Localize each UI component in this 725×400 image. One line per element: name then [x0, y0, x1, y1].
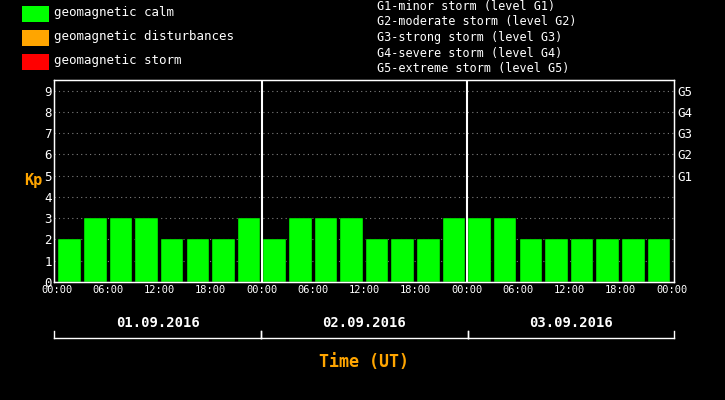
Bar [136, 218, 158, 282]
Bar [597, 240, 619, 282]
Text: geomagnetic calm: geomagnetic calm [54, 6, 175, 19]
Text: G5-extreme storm (level G5): G5-extreme storm (level G5) [377, 62, 569, 75]
Bar [340, 218, 362, 282]
Text: G1-minor storm (level G1): G1-minor storm (level G1) [377, 0, 555, 13]
Bar [315, 218, 337, 282]
Bar [289, 218, 312, 282]
Bar [22, 30, 49, 46]
Bar [571, 240, 593, 282]
Y-axis label: Kp: Kp [24, 174, 42, 188]
Bar [468, 218, 491, 282]
Bar [366, 240, 389, 282]
Bar [520, 240, 542, 282]
Bar [545, 240, 568, 282]
Bar [22, 6, 49, 22]
Text: 02.09.2016: 02.09.2016 [323, 316, 406, 330]
Bar [22, 54, 49, 70]
Bar [263, 240, 286, 282]
Bar [212, 240, 235, 282]
Text: G4-severe storm (level G4): G4-severe storm (level G4) [377, 47, 563, 60]
Text: 01.09.2016: 01.09.2016 [116, 316, 199, 330]
Bar [647, 240, 670, 282]
Bar [443, 218, 465, 282]
Bar [186, 240, 209, 282]
Bar [622, 240, 645, 282]
Bar [161, 240, 183, 282]
Bar [84, 218, 107, 282]
Text: G3-strong storm (level G3): G3-strong storm (level G3) [377, 31, 563, 44]
Bar [109, 218, 132, 282]
Text: 03.09.2016: 03.09.2016 [529, 316, 613, 330]
Bar [59, 240, 81, 282]
Text: geomagnetic storm: geomagnetic storm [54, 54, 182, 67]
Text: G2-moderate storm (level G2): G2-moderate storm (level G2) [377, 16, 576, 28]
Bar [238, 218, 260, 282]
Bar [417, 240, 439, 282]
Text: geomagnetic disturbances: geomagnetic disturbances [54, 30, 234, 43]
Bar [392, 240, 414, 282]
Bar [494, 218, 516, 282]
Text: Time (UT): Time (UT) [319, 353, 410, 371]
